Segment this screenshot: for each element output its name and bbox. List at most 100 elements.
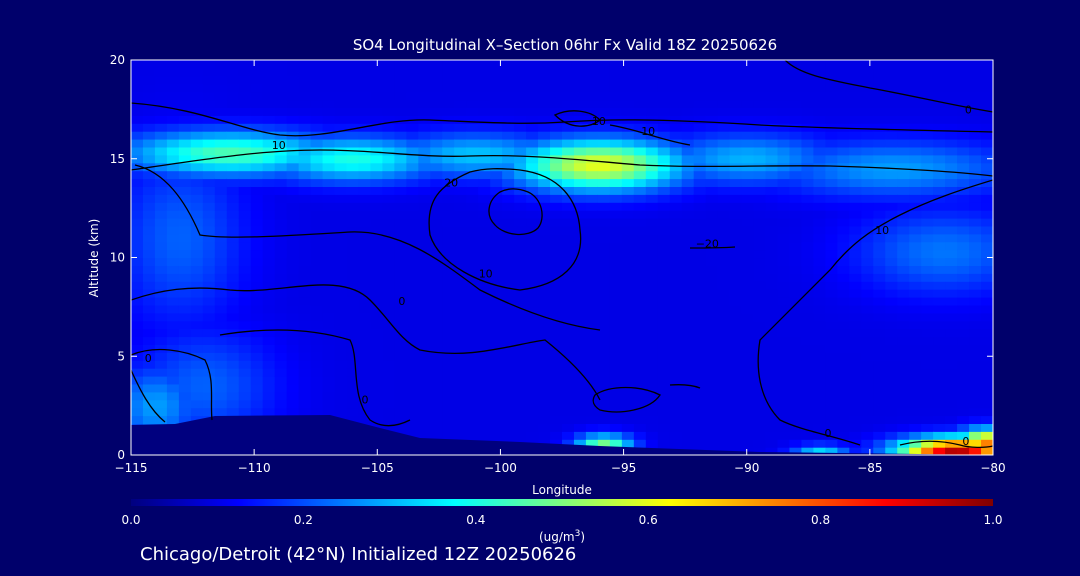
heatmap-cell <box>394 83 407 93</box>
heatmap-cell <box>873 360 886 369</box>
heatmap-cell <box>502 139 515 148</box>
heatmap-cell <box>825 107 838 116</box>
heatmap-cell <box>202 139 216 148</box>
heatmap-cell <box>645 360 659 369</box>
heatmap-cell <box>286 107 300 116</box>
heatmap-cell <box>322 297 336 306</box>
heatmap-cell <box>358 249 372 259</box>
heatmap-cell <box>837 210 850 219</box>
heatmap-cell <box>214 249 228 259</box>
heatmap-cell <box>430 360 443 369</box>
heatmap-cell <box>526 249 539 259</box>
heatmap-cell <box>190 210 204 219</box>
heatmap-cell <box>214 360 228 369</box>
heatmap-cell <box>394 123 407 132</box>
heatmap-cell <box>717 265 731 274</box>
heatmap-cell <box>442 423 455 432</box>
heatmap-cell <box>310 99 324 108</box>
heatmap-cell <box>190 304 204 314</box>
heatmap-cell <box>777 154 791 164</box>
heatmap-cell <box>849 178 862 187</box>
heatmap-cell <box>885 233 898 243</box>
heatmap-cell <box>514 91 527 101</box>
heatmap-cell <box>789 439 803 448</box>
heatmap-cell <box>131 281 144 290</box>
heatmap-cell <box>585 352 599 361</box>
heatmap-cell <box>382 273 395 282</box>
heatmap-cell <box>190 154 204 164</box>
heatmap-cell <box>346 67 360 77</box>
heatmap-cell <box>346 336 360 345</box>
heatmap-cell <box>538 210 551 219</box>
heatmap-cell <box>957 249 970 259</box>
heatmap-cell <box>801 83 815 93</box>
heatmap-cell <box>346 107 360 116</box>
heatmap-cell <box>729 139 743 148</box>
heatmap-cell <box>334 233 348 243</box>
heatmap-cell <box>286 162 300 172</box>
heatmap-cell <box>729 194 743 203</box>
heatmap-cell <box>370 131 384 140</box>
heatmap-cell <box>573 304 587 314</box>
contour-line <box>757 179 993 446</box>
heatmap-cell <box>454 328 467 338</box>
heatmap-cell <box>633 249 647 259</box>
heatmap-cell <box>502 75 515 85</box>
heatmap-cell <box>753 352 767 361</box>
heatmap-cell <box>442 273 455 282</box>
heatmap-cell <box>526 273 539 282</box>
heatmap-cell <box>131 60 144 69</box>
heatmap-cell <box>777 344 791 353</box>
heatmap-cell <box>322 107 336 116</box>
heatmap-cell <box>969 107 982 116</box>
heatmap-cell <box>969 139 982 148</box>
heatmap-cell <box>454 297 467 306</box>
heatmap-cell <box>837 447 850 455</box>
heatmap-cell <box>262 107 276 116</box>
heatmap-cell <box>705 162 719 172</box>
heatmap-cell <box>466 312 479 322</box>
heatmap-cell <box>633 67 647 77</box>
heatmap-cell <box>657 281 671 290</box>
heatmap-cell <box>538 131 551 140</box>
heatmap-cell <box>945 131 958 140</box>
heatmap-cell <box>849 91 862 101</box>
heatmap-cell <box>969 249 982 259</box>
contour-line <box>689 246 736 249</box>
heatmap-cell <box>142 233 156 243</box>
heatmap-cell <box>669 383 683 393</box>
heatmap-cell <box>801 376 815 385</box>
heatmap-cell <box>490 423 503 432</box>
heatmap-cell <box>262 154 276 164</box>
heatmap-cell <box>765 146 779 156</box>
heatmap-cell <box>562 186 575 195</box>
heatmap-cell <box>394 281 407 290</box>
heatmap-cell <box>214 178 228 187</box>
heatmap-cell <box>957 257 970 266</box>
heatmap-cell <box>298 194 312 203</box>
heatmap-cell <box>322 170 336 180</box>
heatmap-cell <box>633 233 647 243</box>
heatmap-cell <box>502 273 515 282</box>
heatmap-cell <box>214 139 228 148</box>
heatmap-cell <box>430 249 443 259</box>
heatmap-cell <box>418 344 431 353</box>
heatmap-cell <box>154 273 168 282</box>
heatmap-cell <box>418 273 431 282</box>
heatmap-cell <box>442 391 455 401</box>
contour-label: 10 <box>479 267 493 280</box>
heatmap-cell <box>310 67 324 77</box>
heatmap-cell <box>573 218 587 227</box>
heatmap <box>131 60 993 455</box>
heatmap-cell <box>861 99 874 108</box>
heatmap-cell <box>202 99 216 108</box>
heatmap-cell <box>466 218 479 227</box>
heatmap-cell <box>825 194 838 203</box>
heatmap-cell <box>310 304 324 314</box>
heatmap-cell <box>609 415 623 424</box>
heatmap-cell <box>741 328 755 338</box>
heatmap-cell <box>490 194 503 203</box>
heatmap-cell <box>310 218 324 227</box>
heatmap-cell <box>502 304 515 314</box>
heatmap-cell <box>502 407 515 417</box>
